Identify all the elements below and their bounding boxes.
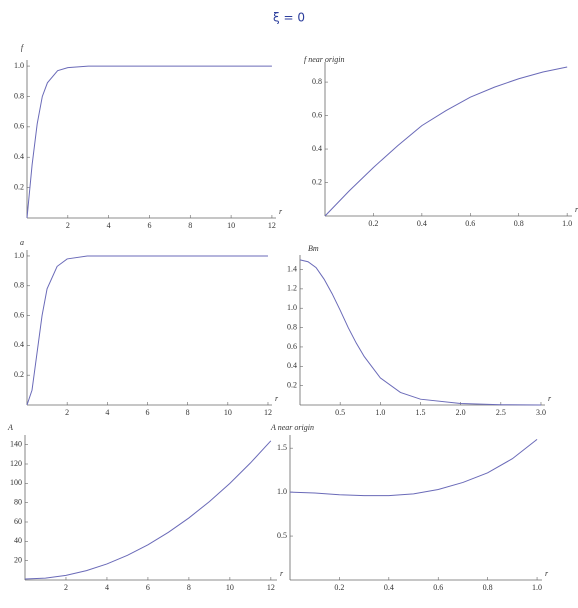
x-tick-label: 6 [147,221,151,230]
y-tick-label: 0.5 [277,531,287,540]
y-tick-label: 0.2 [312,177,322,186]
x-axis-label: r [548,394,552,403]
x-tick-label: 0.8 [483,583,493,592]
x-tick-label: 8 [186,408,190,417]
data-line [289,438,538,497]
x-tick-label: 0.8 [514,219,524,228]
x-tick-label: 0.4 [417,219,427,228]
y-tick-label: 0.6 [14,122,24,131]
y-tick-label: 0.8 [287,322,297,331]
y-tick-label: 0.6 [312,110,322,119]
data-line [26,255,268,406]
x-tick-label: 0.6 [433,583,443,592]
y-tick-label: 1.0 [287,303,297,312]
y-tick-label: 0.4 [312,144,322,153]
y-tick-label: 0.6 [287,342,297,351]
y-tick-label: 1.2 [287,284,297,293]
y-tick-label: 1.4 [287,264,297,273]
x-tick-label: 10 [227,221,235,230]
y-axis-label: f near origin [304,55,344,64]
x-tick-label: 4 [105,408,109,417]
y-tick-label: 1.0 [277,487,287,496]
data-line [24,440,272,580]
x-axis-label: r [275,394,279,403]
y-axis-label: a [20,238,24,247]
x-tick-label: 4 [105,583,109,592]
x-tick-label: 0.6 [465,219,475,228]
x-tick-label: 0.2 [368,219,378,228]
y-axis-label: A near origin [270,423,314,432]
x-tick-label: 0.5 [335,408,345,417]
data-line [299,259,541,406]
y-tick-label: 140 [10,439,22,448]
y-tick-label: 1.0 [14,61,24,70]
page-title: ξ = 0 [273,11,305,25]
y-tick-label: 40 [14,536,22,545]
y-tick-label: 120 [10,459,22,468]
x-tick-label: 10 [226,583,234,592]
y-tick-label: 0.2 [287,380,297,389]
y-tick-label: 1.5 [277,443,287,452]
x-axis-label: r [279,207,283,216]
y-tick-label: 0.8 [14,281,24,290]
y-tick-label: 0.4 [14,340,24,349]
x-tick-label: 1.5 [415,408,425,417]
x-tick-label: 12 [264,408,272,417]
x-tick-label: 10 [224,408,232,417]
x-tick-label: 0.2 [334,583,344,592]
x-axis-label: r [575,205,578,214]
x-tick-label: 6 [146,583,150,592]
y-tick-label: 0.4 [287,361,297,370]
x-tick-label: 2 [65,408,69,417]
y-axis-label: Bm [308,244,319,253]
y-tick-label: 0.2 [14,370,24,379]
x-tick-label: 1.0 [375,408,385,417]
x-tick-label: 4 [107,221,111,230]
x-tick-label: 1.0 [562,219,572,228]
x-tick-label: 2 [66,221,70,230]
x-tick-label: 2.0 [456,408,466,417]
x-tick-label: 1.0 [532,583,542,592]
y-tick-label: 0.8 [312,77,322,86]
x-tick-label: 2 [64,583,68,592]
x-tick-label: 6 [145,408,149,417]
x-tick-label: 2.5 [496,408,506,417]
y-tick-label: 1.0 [14,251,24,260]
data-line [324,66,568,217]
y-tick-label: 100 [10,478,22,487]
y-tick-label: 80 [14,497,22,506]
y-tick-label: 0.4 [14,152,24,161]
x-tick-label: 8 [187,583,191,592]
y-tick-label: 0.6 [14,310,24,319]
x-axis-label: r [545,569,549,578]
y-axis-label: A [7,423,13,432]
y-tick-label: 20 [14,555,22,564]
y-tick-label: 0.2 [14,182,24,191]
x-tick-label: 3.0 [536,408,546,417]
y-axis-label: f [21,43,25,52]
x-tick-label: 12 [267,583,275,592]
x-tick-label: 0.4 [384,583,394,592]
x-axis-label: r [280,569,284,578]
data-line [26,65,272,219]
x-tick-label: 8 [188,221,192,230]
y-tick-label: 0.8 [14,91,24,100]
x-tick-label: 12 [268,221,276,230]
y-tick-label: 60 [14,517,22,526]
